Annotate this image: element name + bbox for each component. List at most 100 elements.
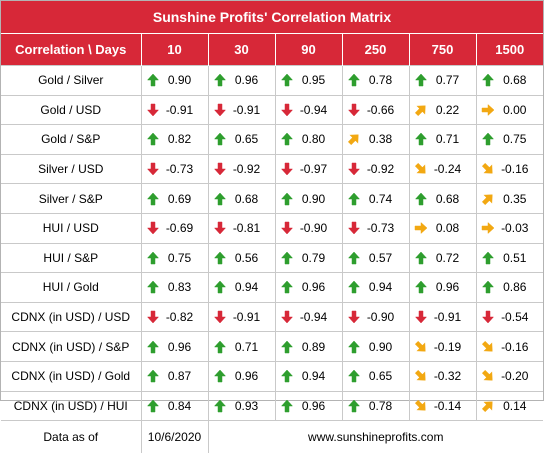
arrow-down-icon	[146, 310, 159, 324]
arrow-up-icon	[280, 251, 293, 265]
correlation-cell: -0.73	[341, 212, 409, 244]
correlation-cell: 0.94	[274, 360, 342, 392]
arrow-up-icon	[146, 133, 159, 146]
row-label: Gold / Silver	[1, 65, 141, 96]
correlation-cell: -0.20	[475, 360, 543, 392]
correlation-cell: -0.91	[207, 94, 275, 125]
correlation-value: 0.86	[503, 280, 527, 295]
correlation-value: 0.22	[435, 102, 460, 117]
arrow-down-right-icon	[414, 399, 426, 411]
arrow-up-icon	[414, 251, 427, 265]
arrow-down-icon	[347, 162, 360, 176]
correlation-value: -0.20	[501, 369, 529, 384]
correlation-cell: -0.90	[341, 301, 409, 332]
table-row: CDNX (in USD) / HUI 0.84 0.93 0.96 0.78 -0.14…	[1, 390, 543, 421]
header-day-250: 250	[341, 33, 409, 66]
arrow-up-icon	[481, 133, 494, 146]
arrow-up-icon	[347, 369, 360, 383]
correlation-value: -0.54	[501, 310, 529, 325]
correlation-cell: -0.82	[140, 301, 208, 332]
correlation-value: 0.96	[167, 339, 192, 354]
row-label: CDNX (in USD) / Gold	[1, 360, 141, 392]
footer-date: 10/6/2020	[140, 420, 208, 453]
correlation-cell: 0.68	[207, 183, 275, 214]
header-row: Correlation \ Days 10 30 90 250 750 1500	[1, 33, 543, 66]
arrow-up-right-icon	[347, 134, 359, 146]
correlation-value: 0.56	[234, 250, 259, 265]
correlation-cell: 0.87	[140, 360, 208, 392]
correlation-value: 0.08	[435, 221, 460, 236]
arrow-up-icon	[213, 399, 226, 413]
arrow-up-icon	[347, 73, 360, 87]
arrow-up-icon	[347, 251, 360, 265]
correlation-value: 0.74	[368, 191, 393, 206]
arrow-up-icon	[213, 192, 226, 205]
arrow-up-icon	[146, 192, 159, 205]
arrow-right-icon	[481, 222, 494, 235]
correlation-value: -0.16	[501, 162, 529, 177]
correlation-cell: 0.95	[274, 65, 342, 96]
arrow-up-icon	[347, 192, 360, 205]
correlation-cell: -0.91	[408, 301, 476, 332]
header-day-750: 750	[408, 33, 476, 66]
correlation-value: -0.97	[299, 162, 328, 177]
correlation-value: -0.66	[366, 102, 395, 117]
row-label: HUI / S&P	[1, 242, 141, 273]
correlation-cell: 0.94	[341, 272, 409, 303]
row-label: CDNX (in USD) / S&P	[1, 331, 141, 362]
arrow-up-icon	[280, 340, 293, 353]
correlation-value: 0.35	[503, 191, 527, 206]
correlation-cell: 0.79	[274, 242, 342, 273]
correlation-cell: 0.93	[207, 390, 275, 421]
correlation-cell: -0.91	[140, 94, 208, 125]
arrow-up-icon	[146, 73, 159, 87]
arrow-down-icon	[213, 103, 226, 117]
arrow-up-right-icon	[414, 105, 426, 116]
footer-label: Data as of	[1, 420, 141, 453]
correlation-value: 0.75	[167, 250, 192, 265]
correlation-value: -0.82	[165, 310, 194, 325]
correlation-value: -0.94	[299, 102, 328, 117]
correlation-value: 0.68	[503, 73, 527, 88]
arrow-down-right-icon	[414, 340, 426, 352]
row-label: Gold / S&P	[1, 124, 141, 155]
table-row: HUI / Gold 0.83 0.94 0.96 0.94 0.96 0.86	[1, 272, 543, 303]
correlation-value: 0.94	[301, 369, 326, 384]
correlation-value: 0.96	[301, 280, 326, 295]
correlation-value: 0.95	[301, 73, 326, 88]
correlation-value: 0.71	[435, 132, 460, 147]
correlation-value: 0.80	[301, 132, 326, 147]
correlation-value: 0.51	[503, 250, 527, 265]
correlation-value: 0.96	[234, 73, 259, 88]
correlation-cell: -0.81	[207, 212, 275, 244]
correlation-value: -0.16	[501, 339, 529, 354]
arrow-down-right-icon	[481, 340, 493, 352]
table-row: Silver / USD -0.73 -0.92 -0.97 -0.92 -0.24 -0.…	[1, 153, 543, 184]
correlation-cell: -0.90	[274, 212, 342, 244]
correlation-cell: 0.86	[475, 272, 543, 303]
correlation-cell: 0.65	[207, 124, 275, 155]
correlation-cell: 0.74	[341, 183, 409, 214]
correlation-cell: -0.97	[274, 153, 342, 184]
row-label: Silver / USD	[1, 153, 141, 184]
correlation-value: -0.19	[433, 339, 462, 354]
correlation-value: -0.81	[232, 221, 261, 236]
correlation-value: -0.90	[299, 221, 328, 236]
header-label: Correlation \ Days	[1, 33, 141, 66]
arrow-up-icon	[414, 192, 427, 205]
matrix-table: Correlation \ Days 10 30 90 250 750 1500 Gold…	[1, 33, 543, 453]
correlation-cell: 0.68	[408, 183, 476, 214]
arrow-down-icon	[146, 162, 159, 176]
table-row: Gold / Silver 0.90 0.96 0.95 0.78 0.77 0.68	[1, 65, 543, 96]
correlation-cell: -0.94	[274, 301, 342, 332]
correlation-value: 0.96	[301, 398, 326, 413]
arrow-down-right-icon	[481, 370, 493, 381]
correlation-cell: 0.22	[408, 94, 476, 125]
table-row: CDNX (in USD) / USD -0.82 -0.91 -0.94 -0.90 -…	[1, 301, 543, 332]
correlation-cell: 0.82	[140, 124, 208, 155]
correlation-value: -0.03	[501, 221, 529, 236]
correlation-value: -0.24	[433, 162, 462, 177]
arrow-up-icon	[213, 73, 226, 87]
arrow-down-icon	[280, 310, 293, 324]
